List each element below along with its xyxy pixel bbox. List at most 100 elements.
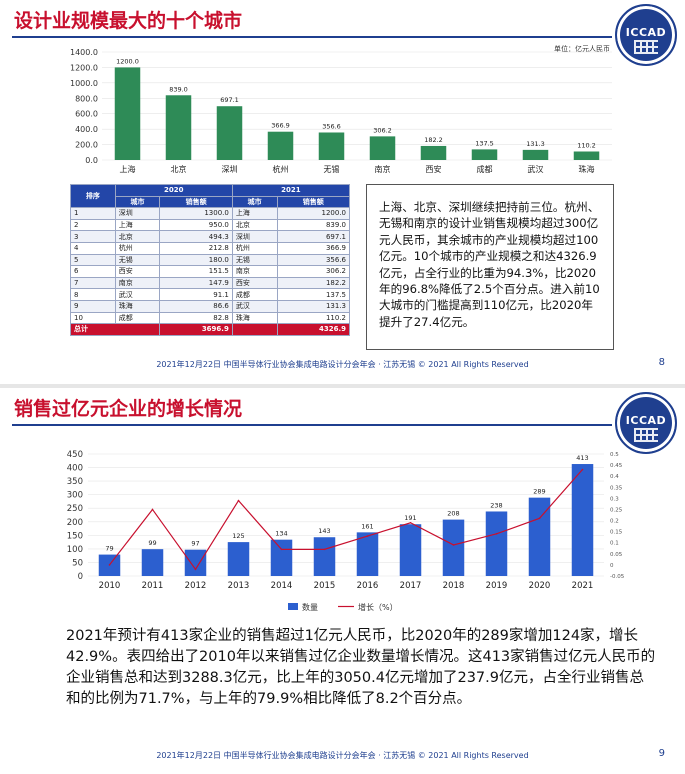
x-tick-label: 2017: [400, 581, 422, 591]
table-row: 5 无锡 180.0 无锡 356.6: [70, 253, 351, 267]
logo-text: ICCAD: [625, 26, 667, 39]
x-tick-label: 成都: [477, 164, 493, 174]
y-tick-label: 450: [67, 450, 83, 460]
cell-rank: 4: [70, 241, 116, 255]
bar-value-label: 125: [232, 532, 244, 540]
slide-8: 设计业规模最大的十个城市 ICCAD 单位：亿元人民币 0.0 200.0 400.…: [0, 0, 685, 384]
table-row: 4 杭州 212.8 杭州 366.9: [70, 241, 351, 255]
bar: [522, 149, 549, 160]
y-tick-label: 250: [67, 504, 83, 514]
bar-value-label: 161: [361, 522, 373, 530]
cell-rank: 1: [70, 207, 116, 220]
cell-rank: 8: [70, 288, 116, 301]
bar-value-label: 1200.0: [116, 57, 139, 65]
total-label: 总计: [69, 323, 161, 336]
cell-c2021: 北京: [231, 218, 278, 232]
sales-header: 销售额: [276, 195, 351, 209]
y-tick-label: 800.0: [75, 94, 98, 103]
x-tick-label: 深圳: [222, 164, 238, 174]
table-row: 8 武汉 91.1 成都 137.5: [70, 288, 351, 301]
growth-point: [194, 568, 197, 571]
table-row: 10 成都 82.8 珠海 110.2: [70, 311, 351, 325]
x-tick-label: 无锡: [324, 165, 340, 174]
bar: [267, 131, 294, 160]
slide-title: 销售过亿元企业的增长情况: [14, 398, 243, 420]
cell-c2021: 西安: [231, 276, 278, 290]
cell-c2020: 成都: [114, 311, 161, 325]
slide-9: 销售过亿元企业的增长情况 ICCAD 数量 增长（%） 0 50 100 150 200…: [0, 388, 685, 774]
y-tick-label: 1000.0: [70, 79, 98, 88]
cell-rank: 2: [70, 218, 116, 232]
growth-point: [581, 468, 584, 471]
cell-s2021: 1200.0: [276, 207, 351, 220]
cell-c2020: 上海: [114, 218, 161, 232]
cell-c2021: 武汉: [231, 299, 278, 313]
cell-rank: 7: [70, 276, 116, 290]
y-tick-label: 50: [72, 558, 83, 568]
city-ranking-table: 排序 2020 2021 城市 销售额 城市 销售额 1 深圳 1300.0 上海 12…: [69, 183, 351, 336]
growth-point: [237, 499, 240, 502]
growth-paragraph: 2021年预计有413家企业的销售超过1亿元人民币，比2020年的289家增加1…: [66, 628, 656, 707]
cell-rank: 6: [70, 265, 116, 278]
y-tick-label: 0: [78, 572, 83, 582]
summary-text-box: 上海、北京、深圳继续把持前三位。杭州、无锡和南京的设计业销售规模均超过300亿元…: [366, 184, 614, 350]
y2-tick-label: 0.15: [610, 530, 623, 536]
table-row: 7 南京 147.9 西安 182.2: [70, 276, 351, 290]
x-tick-label: 2016: [357, 581, 379, 591]
cell-c2021: 杭州: [231, 241, 278, 255]
cell-s2021: 356.6: [276, 253, 351, 267]
cell-c2021: 无锡: [231, 253, 278, 267]
x-tick-label: 2012: [185, 581, 207, 591]
slide-separator: [0, 384, 685, 388]
table-row: 3 北京 494.3 深圳 697.1: [70, 230, 351, 243]
growth-point: [280, 548, 283, 551]
x-tick-label: 2019: [486, 581, 508, 591]
city-bar-chart: 单位：亿元人民币 0.0 200.0 400.0 600.0 800.0 1000.0 12…: [70, 44, 612, 174]
y-tick-label: 350: [67, 477, 83, 487]
cell-s2021: 182.2: [276, 276, 351, 290]
cell-c2020: 北京: [114, 230, 161, 243]
bar: [227, 542, 250, 576]
cell-s2020: 180.0: [159, 253, 233, 267]
x-tick-label: 南京: [375, 164, 391, 174]
cell-c2020: 珠海: [114, 299, 161, 313]
bar-value-label: 238: [490, 501, 502, 509]
growth-point: [108, 564, 111, 566]
bar: [356, 532, 379, 576]
table-row: 1 深圳 1300.0 上海 1200.0: [70, 207, 351, 220]
total-2021: 4326.9: [276, 323, 351, 336]
x-tick-label: 2014: [271, 581, 293, 591]
cell-c2020: 无锡: [114, 253, 161, 267]
cell-c2021: 深圳: [231, 230, 278, 243]
cell-c2021: 南京: [231, 265, 278, 278]
x-tick-label: 2015: [314, 581, 336, 591]
bar-value-label: 208: [447, 510, 459, 518]
bar: [573, 151, 600, 160]
y-tick-label: 1400.0: [70, 48, 98, 57]
cell-s2020: 86.6: [159, 299, 233, 313]
cell-s2020: 494.3: [159, 230, 233, 243]
bar: [184, 549, 207, 576]
cell-c2020: 南京: [114, 276, 161, 290]
growth-point: [151, 508, 154, 511]
cell-s2020: 212.8: [159, 241, 233, 255]
cell-s2020: 151.5: [159, 265, 233, 278]
x-tick-label: 2013: [228, 581, 250, 591]
bar: [442, 519, 465, 576]
slide-title: 设计业规模最大的十个城市: [14, 10, 243, 32]
y2-tick-label: 0.5: [610, 452, 619, 458]
enterprise-growth-chart: 数量 增长（%） 0 50 100 150 200 250 300 350 400 450 -0.0…: [67, 450, 625, 612]
cell-c2021: 上海: [231, 207, 278, 220]
sales-header: 销售额: [159, 195, 233, 209]
unit-label: 单位：亿元人民币: [554, 44, 610, 53]
bar: [485, 511, 508, 576]
y2-tick-label: 0: [610, 563, 614, 569]
x-tick-label: 杭州: [273, 164, 289, 174]
y-tick-label: 600.0: [75, 110, 98, 119]
legend-line-label: 增长（%）: [358, 602, 398, 612]
bar: [420, 145, 447, 160]
x-tick-label: 2010: [99, 581, 121, 591]
bar-value-label: 839.0: [169, 85, 188, 93]
city-header: 城市: [114, 195, 161, 209]
table-row: 9 珠海 86.6 武汉 131.3: [70, 299, 351, 313]
